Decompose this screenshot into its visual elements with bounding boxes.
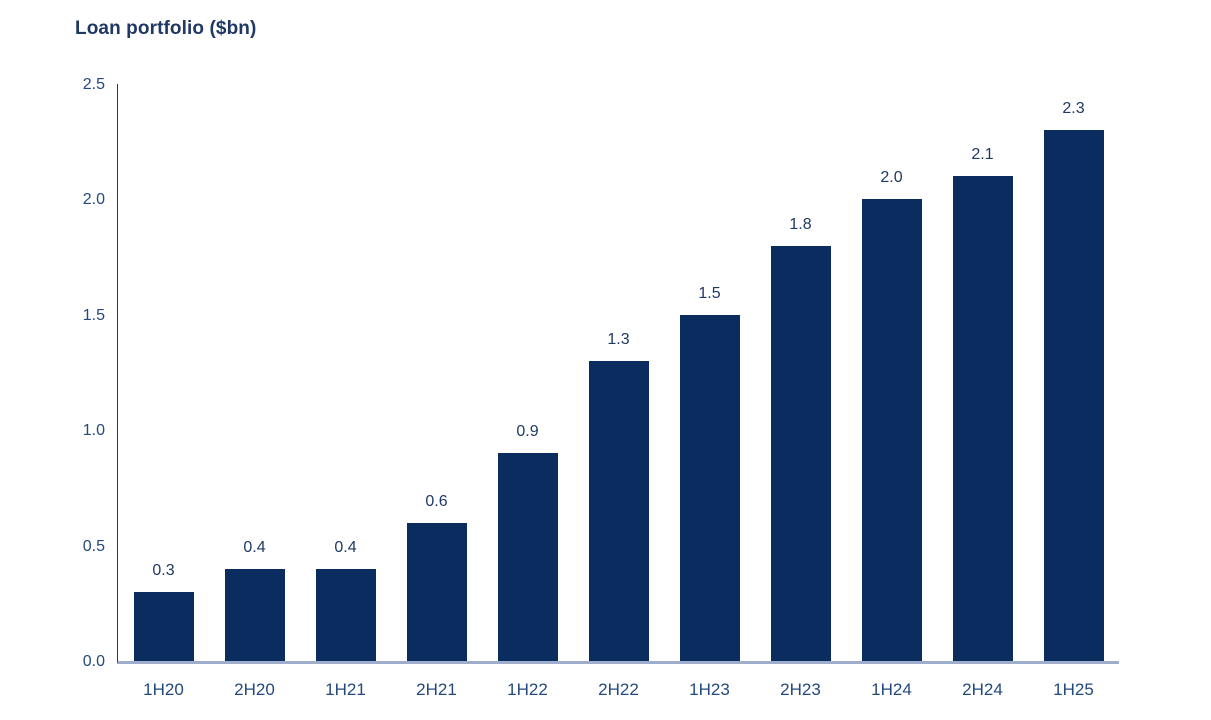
bar-slot: 1.3 2H22 [573,84,664,699]
y-axis-tick-label: 2.0 [82,191,105,209]
x-axis-tick-label: 2H24 [962,680,1003,699]
plot-area: 0.3 1H20 0.4 2H20 0.4 1H21 0.6 2H21 0.9 1H22 1.3 2H… [117,84,1119,699]
bar-value-label: 0.9 [516,423,539,441]
bar [588,360,649,661]
bar [770,245,831,661]
bar [406,522,467,661]
bar-value-label: 2.3 [1062,100,1085,118]
chart-title: Loan portfolio ($bn) [75,18,257,39]
bar-value-label: 1.8 [789,215,812,233]
bar-value-label: 0.3 [152,561,175,579]
bar-slot: 2.0 1H24 [846,84,937,699]
x-axis-tick-label: 1H20 [143,680,184,699]
x-axis-tick-label: 2H22 [598,680,639,699]
bar-value-label: 1.5 [698,284,721,302]
x-axis-tick-label: 1H25 [1053,680,1094,699]
bar-slot: 1.5 1H23 [664,84,755,699]
bar-value-label: 2.0 [880,169,903,187]
bar-slot: 1.8 2H23 [755,84,846,699]
bar-slot: 0.4 1H21 [300,84,391,699]
y-axis-tick-label: 0.5 [82,537,105,555]
bar [224,568,285,661]
bar [315,568,376,661]
y-axis-tick-label: 1.5 [82,306,105,324]
bar-slot: 0.9 1H22 [482,84,573,699]
bar-slot: 2.1 2H24 [937,84,1028,699]
bar [133,591,194,661]
bar-slot: 0.3 1H20 [118,84,209,699]
y-axis-tick-label: 1.0 [82,422,105,440]
bar-slot: 0.4 2H20 [209,84,300,699]
bar-value-label: 0.4 [334,538,357,556]
bar-value-label: 0.6 [425,492,448,510]
y-axis-tick-label: 0.0 [82,653,105,670]
x-axis-tick-label: 1H21 [325,680,366,699]
bar-value-label: 0.4 [243,538,266,556]
bar-value-label: 1.3 [607,330,630,348]
bar-slot: 0.6 2H21 [391,84,482,699]
bar-slot: 2.3 1H25 [1028,84,1119,699]
bar [861,199,922,661]
x-axis-tick-label: 1H22 [507,680,548,699]
x-axis-tick-label: 1H24 [871,680,912,699]
bar [952,176,1013,661]
bar [497,453,558,661]
x-axis-tick-label: 2H20 [234,680,275,699]
bar-value-label: 2.1 [971,146,994,164]
x-axis-tick-label: 2H23 [780,680,821,699]
bar [1043,130,1104,661]
x-axis-tick-label: 2H21 [416,680,457,699]
y-axis-tick-label: 2.5 [82,76,105,93]
bar [679,314,740,661]
x-axis-tick-label: 1H23 [689,680,730,699]
